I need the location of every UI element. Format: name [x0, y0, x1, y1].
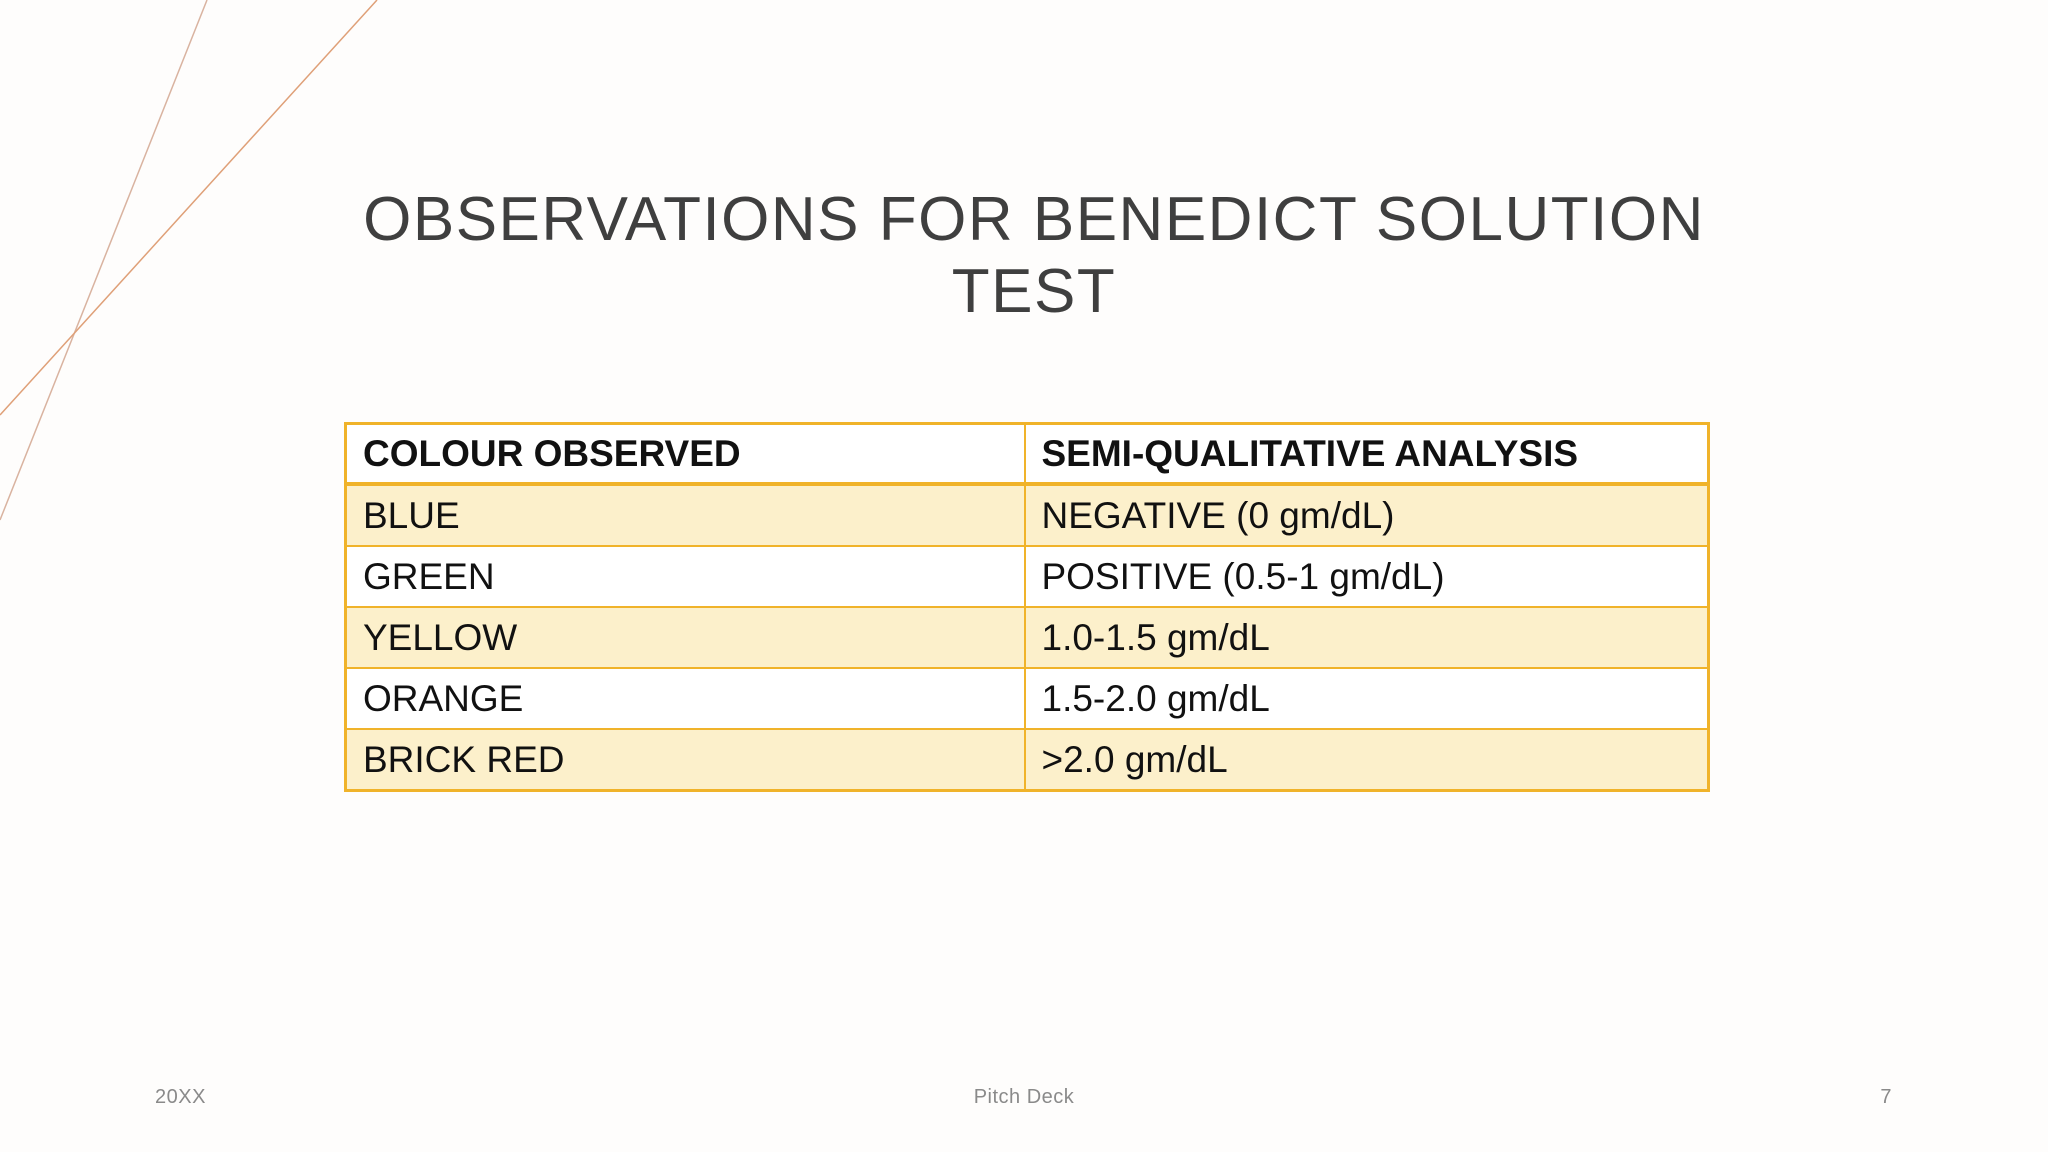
footer-date: 20XX: [155, 1086, 206, 1108]
table-header-row: COLOUR OBSERVED SEMI-QUALITATIVE ANALYSI…: [344, 422, 1710, 486]
footer-page-number: 7: [1880, 1086, 1892, 1108]
table-row: ORANGE 1.5-2.0 gm/dL: [344, 667, 1710, 730]
footer-deck-label: Pitch Deck: [973, 1086, 1075, 1108]
table-row: GREEN POSITIVE (0.5-1 gm/dL): [344, 545, 1710, 608]
table-cell: ORANGE: [344, 667, 1026, 730]
table-row: BLUE NEGATIVE (0 gm/dL): [344, 483, 1710, 547]
table-cell: >2.0 gm/dL: [1023, 728, 1710, 792]
table-cell: BLUE: [344, 483, 1026, 547]
page-title: OBSERVATIONS FOR BENEDICT SOLUTION TEST: [363, 185, 1705, 326]
table-cell: POSITIVE (0.5-1 gm/dL): [1023, 545, 1710, 608]
table-cell: NEGATIVE (0 gm/dL): [1023, 483, 1710, 547]
column-header-semi-qualitative-analysis: SEMI-QUALITATIVE ANALYSIS: [1023, 422, 1710, 486]
observations-table: COLOUR OBSERVED SEMI-QUALITATIVE ANALYSI…: [344, 422, 1710, 792]
table-row: BRICK RED >2.0 gm/dL: [344, 728, 1710, 792]
column-header-colour-observed: COLOUR OBSERVED: [344, 422, 1026, 486]
decorative-line-steep: [0, 0, 208, 521]
table-row: YELLOW 1.0-1.5 gm/dL: [344, 606, 1710, 669]
table-cell: BRICK RED: [344, 728, 1026, 792]
table-cell: GREEN: [344, 545, 1026, 608]
table-cell: 1.0-1.5 gm/dL: [1023, 606, 1710, 669]
table-cell: 1.5-2.0 gm/dL: [1023, 667, 1710, 730]
table-cell: YELLOW: [344, 606, 1026, 669]
